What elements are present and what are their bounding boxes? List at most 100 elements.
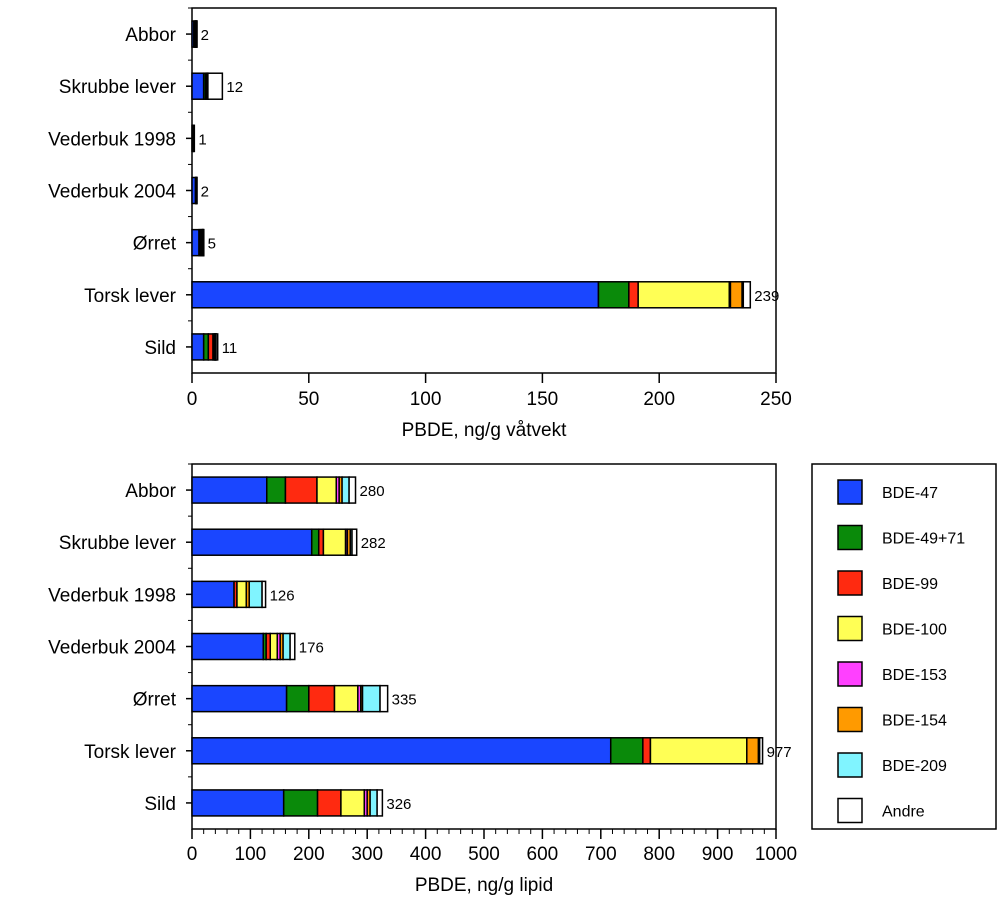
bar-segment-bde-49-71 [597,281,630,309]
bar-segment-bde-154 [746,737,760,765]
x-axis-title: PBDE, ng/g lipid [415,875,553,896]
bar-segment-andre [215,333,219,361]
legend-swatch-bde-209 [837,752,863,778]
bar-segment-bde-209 [369,789,378,817]
x-tick-label: 150 [527,389,559,410]
category-label: Vederbuk 2004 [48,182,176,203]
bar-segment-bde-100 [322,528,347,556]
chart-lipid: Abbor 280 Skrubbe lever 282 Vederbuk 1998 126… [48,463,797,896]
category-label: Ørret [133,234,177,255]
x-tick-label: 300 [351,844,383,865]
x-tick-label: 250 [760,389,792,410]
legend-label: BDE-100 [882,622,947,639]
total-label: 326 [386,796,411,813]
x-tick-label: 500 [468,844,500,865]
bar-segment-bde-209 [361,684,381,713]
bar-segment-andre [207,72,224,100]
bar-segment-bde-100 [333,684,359,713]
bar-segment-andre [192,124,196,153]
bar-segment-bde-99 [308,684,336,713]
bar-segment-bde-209 [248,580,263,609]
bar-segment-andre [379,684,389,713]
bar-segment-bde-47 [191,632,264,661]
total-label: 126 [270,587,295,604]
category-label: Skrubbe lever [59,533,177,554]
bar-segment-andre [202,228,205,257]
x-tick-label: 50 [298,389,319,410]
bar-segment-bde-49-71 [282,789,319,817]
bar-segment-bde-99 [642,737,652,765]
x-tick-label: 600 [527,844,559,865]
bar-segment-bde-47 [191,228,200,257]
bar-segment-bde-209 [195,176,198,205]
bar-segment-bde-47 [191,72,205,100]
legend-swatch-bde-49-71 [837,524,863,551]
legend-label: BDE-154 [882,713,947,730]
bar-segment-bde-209 [282,632,291,661]
bar-segment-bde-47 [191,281,600,309]
bar-segment-bde-47 [191,528,313,556]
bar-segment-bde-49-71 [310,528,320,556]
x-tick-label: 0 [187,844,198,865]
total-label: 977 [767,744,792,761]
bar-segment-bde-100 [649,737,748,765]
category-label: Abbor [125,25,176,46]
x-tick-label: 1000 [755,844,797,865]
legend-label: BDE-47 [882,485,938,502]
bar-segment-bde-47 [191,684,288,713]
bar-segment-bde-100 [269,632,279,661]
total-label: 11 [222,340,238,357]
bar-segment-andre [351,528,358,556]
bar-segment-bde-49-71 [285,684,310,713]
legend-label: BDE-209 [882,758,947,775]
bar-segment-bde-100 [637,281,731,309]
total-label: 1 [198,131,206,148]
x-tick-label: 100 [410,389,442,410]
legend-label: BDE-153 [882,667,947,684]
bar-segment-bde-99 [284,476,318,504]
x-tick-label: 200 [643,389,675,410]
bar-segment-andre [758,737,764,765]
total-label: 239 [754,288,779,305]
plot-frame [191,7,777,374]
legend-swatch-bde-153 [837,661,863,687]
legend-swatch-bde-100 [837,615,863,642]
total-label: 280 [360,483,385,500]
bar-segment-bde-99 [628,281,639,309]
category-label: Vederbuk 1998 [48,585,176,606]
legend-label: BDE-49+71 [882,531,965,548]
bar-segment-bde-47 [191,737,612,765]
x-tick-label: 800 [643,844,675,865]
legend-swatch-bde-99 [837,570,863,596]
total-label: 5 [208,236,216,253]
legend-swatch-andre [837,797,863,824]
x-tick-label: 900 [702,844,734,865]
category-label: Vederbuk 2004 [48,638,176,659]
chart-wetweight: Abbor 2 Skrubbe lever 12 Vederbuk 1998 1 Veder… [48,7,792,441]
bar-segment-bde-100 [236,580,248,609]
bar-segment-bde-49-71 [609,737,644,765]
category-label: Abbor [125,481,176,502]
bar-segment-bde-100 [340,789,366,817]
x-tick-label: 0 [187,389,198,410]
bar-segment-andre [742,281,752,309]
bar-segment-bde-49-71 [266,476,287,504]
total-label: 12 [226,79,243,96]
bar-segment-andre [376,789,384,817]
category-label: Skrubbe lever [59,77,177,98]
bar-segment-bde-47 [191,476,268,504]
category-label: Torsk lever [84,286,177,307]
legend: BDE-47 BDE-49+71 BDE-99 BDE-100 BDE-153 BDE-1… [811,463,997,830]
bar-segment-bde-154 [729,281,743,309]
bar-segment-bde-99 [316,789,342,817]
bar-segment-bde-47 [191,789,285,817]
category-label: Sild [144,794,176,815]
category-label: Ørret [133,690,177,711]
bar-segment-andre [289,632,296,661]
x-tick-label: 100 [235,844,267,865]
bar-segment-bde-47 [191,580,235,609]
bar-segment-andre [348,476,357,504]
category-label: Sild [144,338,176,359]
bar-segment-andre [195,20,198,48]
